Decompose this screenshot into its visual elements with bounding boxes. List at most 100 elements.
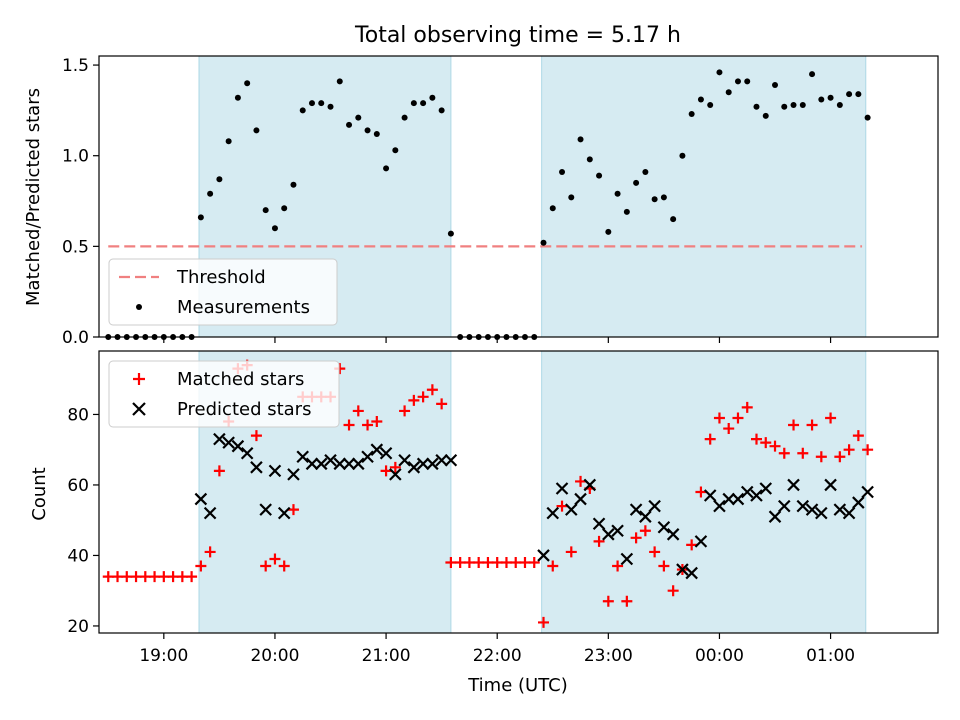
x-tick-label: 22:00 <box>473 646 522 666</box>
measurement-point <box>836 101 843 108</box>
matched-stars-point <box>500 557 512 568</box>
measurement-point <box>308 100 315 107</box>
matched-stars-point <box>269 553 281 565</box>
y-tick-label: 0.5 <box>62 237 89 257</box>
matched-stars-point <box>575 475 587 487</box>
predicted-stars-point <box>379 446 393 460</box>
matched-stars-point <box>510 557 522 568</box>
predicted-stars-point <box>314 457 328 471</box>
predicted-stars-point <box>268 464 282 478</box>
matched-stars-point <box>556 500 568 512</box>
matched-stars-point <box>130 571 142 583</box>
predicted-stars-point <box>444 453 458 467</box>
y-tick-label: 60 <box>67 476 89 496</box>
predicted-stars-point <box>787 478 800 492</box>
predicted-stars-point <box>852 496 865 509</box>
predicted-stars-point <box>805 503 819 516</box>
predicted-stars-point <box>370 443 384 456</box>
measurement-point <box>762 112 769 119</box>
predicted-stars-point <box>750 489 763 502</box>
predicted-stars-point <box>703 489 717 502</box>
predicted-stars-point <box>639 510 652 523</box>
x-axis-label: Time (UTC) <box>467 675 568 696</box>
matched-stars-point <box>862 444 874 456</box>
predicted-stars-point <box>657 520 671 534</box>
legend-box <box>108 360 340 428</box>
legend-label: Threshold <box>176 267 266 288</box>
measurement-point <box>799 101 806 108</box>
measurement-point <box>697 96 704 103</box>
matched-stars-point <box>621 595 633 607</box>
measurement-point <box>614 190 621 197</box>
matched-stars-point <box>732 412 744 424</box>
predicted-stars-point <box>277 506 291 520</box>
legend-predicted-swatch <box>132 402 146 416</box>
matched-stars-point <box>630 532 642 544</box>
measurement-point <box>207 190 214 197</box>
matched-stars-point <box>778 447 790 459</box>
legend-label: Predicted stars <box>177 399 311 420</box>
measurement-point <box>688 111 695 118</box>
predicted-stars-point <box>537 549 550 562</box>
measurement-point <box>447 230 454 237</box>
predicted-stars-point <box>389 468 402 481</box>
matched-stars-point <box>399 405 411 417</box>
matched-stars-point <box>852 430 864 442</box>
measurement-point <box>679 152 686 159</box>
matched-stars-point <box>352 405 364 417</box>
axes-frame <box>98 350 939 634</box>
chart-title: Total observing time = 5.17 h <box>354 23 681 48</box>
matched-stars-point <box>788 419 800 431</box>
measurement-point <box>651 196 658 203</box>
matched-stars-point <box>528 557 540 568</box>
matched-stars-point <box>260 560 272 572</box>
matched-stars-point <box>750 433 762 445</box>
matched-stars-point <box>667 585 679 597</box>
measurement-point <box>716 69 723 76</box>
measurement-point <box>429 94 436 101</box>
measurement-point <box>753 103 760 110</box>
matched-stars-point <box>538 616 550 628</box>
matched-stars-point <box>593 535 605 547</box>
measurement-point <box>660 194 667 201</box>
x-tick-label: 00:00 <box>695 646 744 666</box>
measurement-point <box>420 100 427 107</box>
matched-stars-point <box>287 504 299 516</box>
predicted-stars-point <box>213 432 226 446</box>
measurement-point <box>336 78 343 85</box>
predicted-stars-point <box>611 524 624 538</box>
matched-stars-point <box>834 451 846 463</box>
predicted-stars-point <box>324 453 337 467</box>
predicted-stars-point <box>713 499 726 513</box>
ratio-panel: 0.0 0.5 1.0 1.5 Threshold Measurements <box>62 55 939 348</box>
measurement-point <box>568 194 575 201</box>
y-tick-label: 1.0 <box>62 147 89 167</box>
matched-stars-point <box>204 546 216 558</box>
x-tick-label: 19:00 <box>139 646 188 666</box>
x-tick-label: 21:00 <box>362 646 411 666</box>
legend-matched-swatch <box>133 373 145 385</box>
measurement-point <box>725 89 732 96</box>
observing-interval-shade <box>541 55 867 338</box>
matched-stars-point <box>417 391 429 403</box>
matched-stars-point <box>473 557 485 568</box>
measurement-point <box>827 94 834 101</box>
matched-stars-point <box>362 419 374 431</box>
matched-stars-point <box>176 571 188 583</box>
predicted-stars-point <box>426 457 439 471</box>
predicted-stars-point <box>861 485 874 499</box>
predicted-stars-point <box>759 482 773 495</box>
matched-stars-point <box>167 571 179 583</box>
measurement-point <box>642 169 649 176</box>
matched-stars-point <box>186 571 198 583</box>
predicted-stars-point <box>203 506 217 520</box>
measurement-point <box>540 239 547 246</box>
measurement-point <box>346 121 353 128</box>
matched-stars-point <box>436 398 448 410</box>
matched-stars-point <box>482 557 494 568</box>
predicted-stars-point <box>546 506 560 520</box>
matched-stars-point <box>806 419 818 431</box>
predicted-stars-point <box>333 457 347 471</box>
matched-stars-point <box>649 546 661 558</box>
series-matched-stars <box>102 359 874 628</box>
